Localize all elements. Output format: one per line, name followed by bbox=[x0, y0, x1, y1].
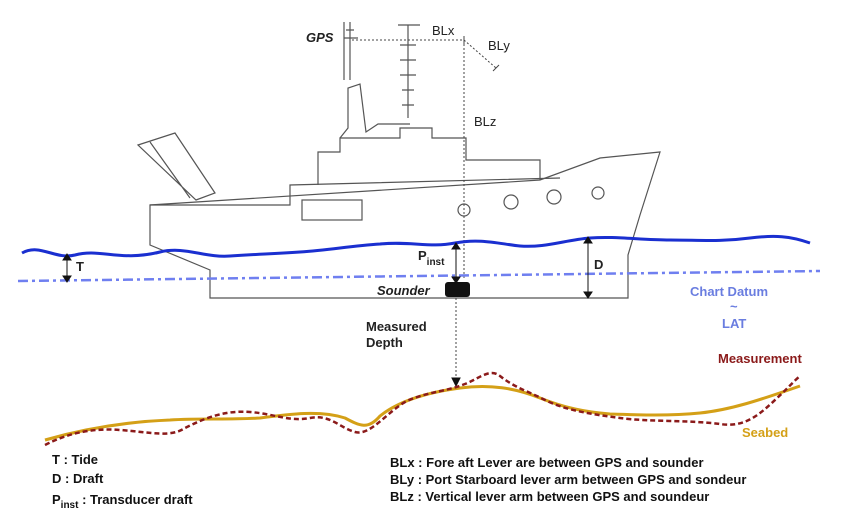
ship-crane bbox=[136, 132, 216, 201]
measurement-line bbox=[44, 371, 801, 447]
ship-superstructure bbox=[317, 127, 541, 185]
ship-window-panel bbox=[301, 199, 363, 221]
legend-left: T : Tide D : Draft Pinst : Transducer dr… bbox=[52, 452, 193, 514]
seabed-label: Seabed bbox=[742, 425, 788, 440]
bly-tick bbox=[492, 64, 500, 72]
gps-label: GPS bbox=[306, 30, 334, 45]
measured-depth-arrowhead bbox=[451, 377, 461, 388]
ship-hull-deckline bbox=[150, 177, 561, 206]
ship-funnel bbox=[339, 83, 410, 139]
chart-datum-tilde: ~ bbox=[730, 299, 738, 314]
legend-bly: BLy : Port Starboard lever arm between G… bbox=[390, 472, 747, 487]
pinst-label: Pinst bbox=[418, 248, 445, 268]
ship-mast bbox=[398, 24, 420, 118]
legend-pinst: Pinst : Transducer draft bbox=[52, 492, 193, 511]
gps-antenna bbox=[343, 22, 358, 80]
dimension-arrows bbox=[62, 236, 593, 388]
ship-porthole bbox=[503, 194, 519, 210]
water-surface bbox=[21, 234, 811, 258]
draft-label: D bbox=[594, 257, 603, 272]
ship bbox=[136, 22, 661, 299]
measurement-label: Measurement bbox=[718, 351, 802, 366]
tide-label: T bbox=[76, 259, 84, 274]
bly-label: BLy bbox=[488, 38, 510, 53]
legend-draft: D : Draft bbox=[52, 471, 104, 486]
seabed-line bbox=[44, 384, 801, 442]
bly-line bbox=[463, 39, 497, 69]
legend-tide: T : Tide bbox=[52, 452, 99, 467]
ship-porthole bbox=[591, 186, 605, 200]
sounder-transducer bbox=[445, 282, 470, 297]
ship-hull bbox=[149, 151, 661, 299]
measured-depth-label-line2: Depth bbox=[366, 335, 403, 350]
measured-depth-label-line1: Measured bbox=[366, 319, 427, 334]
ship-porthole bbox=[546, 189, 562, 205]
legend-blz: BLz : Vertical lever arm between GPS and… bbox=[390, 489, 710, 504]
legend-blx: BLx : Fore aft Lever are between GPS and… bbox=[390, 455, 704, 470]
chart-datum-line bbox=[17, 269, 821, 283]
blz-label: BLz bbox=[474, 114, 496, 129]
chart-datum-label: Chart Datum bbox=[690, 284, 768, 299]
blx-label: BLx bbox=[432, 23, 455, 38]
sounder-label: Sounder bbox=[377, 283, 431, 298]
lat-label: LAT bbox=[722, 316, 746, 331]
lever-arms bbox=[352, 39, 497, 383]
legend-right: BLx : Fore aft Lever are between GPS and… bbox=[390, 455, 746, 505]
